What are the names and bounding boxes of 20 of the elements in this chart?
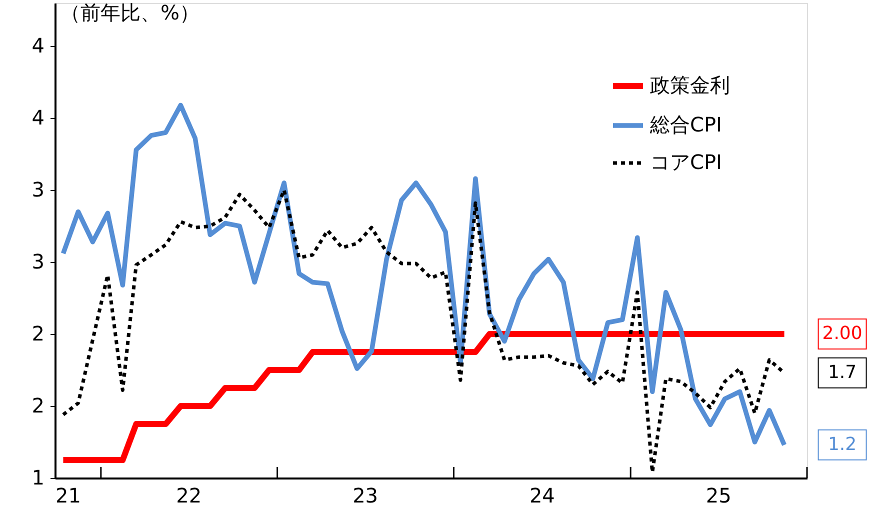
y-tick-label: 3 <box>32 250 44 274</box>
annotation: 1.7 <box>828 362 857 383</box>
y-axis-title: （前年比、%） <box>60 0 200 24</box>
y-tick-label: 2 <box>32 394 44 418</box>
x-tick-label: 21 <box>56 484 81 508</box>
annotation: 1.2 <box>828 434 857 455</box>
x-tick-label: 24 <box>529 484 555 508</box>
legend-label: 政策金利 <box>650 73 730 97</box>
y-tick-label: 3 <box>32 178 44 202</box>
y-tick-label: 1 <box>32 466 44 490</box>
x-tick-label: 23 <box>352 484 378 508</box>
annotation: 2.00 <box>822 323 862 344</box>
legend-label: 総合CPI <box>649 112 722 136</box>
y-tick-label: 2 <box>32 322 44 346</box>
x-tick-label: 22 <box>176 484 202 508</box>
y-tick-label: 4 <box>32 34 44 58</box>
x-tick-label: 25 <box>706 484 732 508</box>
y-tick-label: 4 <box>32 106 44 130</box>
line-series <box>60 102 787 448</box>
legend-label: コアCPI <box>650 150 722 174</box>
